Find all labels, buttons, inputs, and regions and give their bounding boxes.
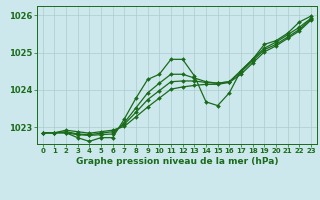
X-axis label: Graphe pression niveau de la mer (hPa): Graphe pression niveau de la mer (hPa) [76, 157, 278, 166]
